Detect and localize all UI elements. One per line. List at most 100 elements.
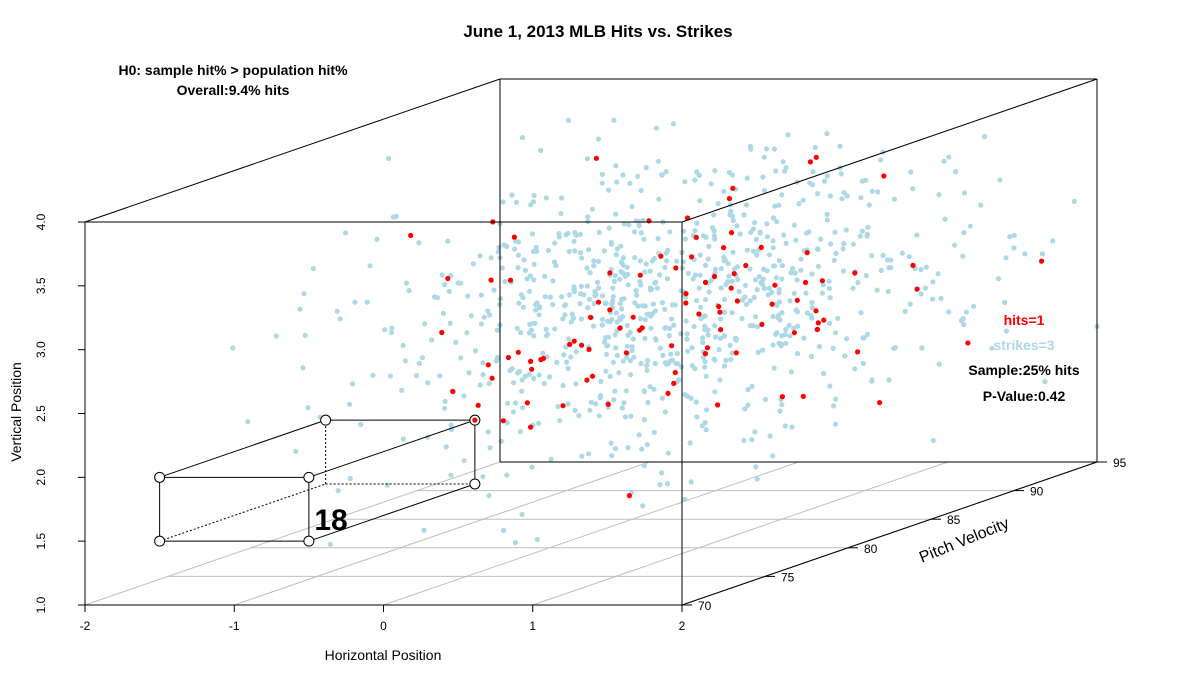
strike-point xyxy=(586,296,593,302)
strike-point xyxy=(301,291,307,297)
strike-point xyxy=(488,255,494,261)
strike-point xyxy=(310,265,316,272)
strike-point xyxy=(613,163,619,169)
strike-point xyxy=(708,181,714,187)
strike-point xyxy=(718,266,724,272)
strike-point xyxy=(637,258,643,264)
hit-point xyxy=(646,218,652,224)
strike-point xyxy=(402,358,408,364)
strike-point xyxy=(554,359,560,365)
strike-point xyxy=(697,198,703,204)
hit-point xyxy=(802,279,809,286)
strike-point xyxy=(599,171,606,177)
strike-point xyxy=(579,453,585,459)
strike-point xyxy=(747,298,753,304)
strike-point xyxy=(647,268,653,274)
strike-point xyxy=(857,233,863,239)
strike-point xyxy=(651,386,657,392)
strike-point xyxy=(712,389,718,395)
strike-point xyxy=(891,345,897,351)
strike-point xyxy=(480,474,486,480)
strike-point xyxy=(1011,232,1017,238)
strike-point xyxy=(923,264,929,270)
strike-point xyxy=(764,221,770,227)
selection-vertex xyxy=(303,535,315,547)
strike-point xyxy=(827,193,833,199)
strike-point xyxy=(630,336,636,342)
strike-point xyxy=(631,354,637,360)
strike-point xyxy=(752,429,758,435)
strike-point xyxy=(826,278,832,284)
strike-point xyxy=(997,177,1003,183)
strike-point xyxy=(665,361,671,367)
hit-point xyxy=(715,402,721,408)
strike-point xyxy=(735,277,741,283)
strike-point xyxy=(613,211,619,217)
strike-point xyxy=(711,356,717,362)
strike-point xyxy=(302,332,308,338)
strike-point xyxy=(606,225,612,231)
strike-point xyxy=(614,352,621,359)
strike-point xyxy=(607,373,613,379)
strike-point xyxy=(961,230,967,236)
strike-point xyxy=(827,320,833,326)
strike-point xyxy=(739,297,745,303)
strike-point xyxy=(593,291,599,298)
x-axis-label: Horizontal Position xyxy=(325,647,442,663)
strike-point xyxy=(777,317,783,323)
strike-point xyxy=(760,174,766,180)
strike-point xyxy=(820,282,827,288)
strike-point xyxy=(461,393,467,399)
strike-point xyxy=(598,378,604,384)
strike-point xyxy=(869,253,875,259)
hit-point xyxy=(560,403,566,409)
strike-point xyxy=(982,134,988,140)
strike-point xyxy=(918,291,924,297)
strike-point xyxy=(579,255,585,261)
strike-point xyxy=(702,364,708,370)
strike-point xyxy=(494,327,500,333)
strike-point xyxy=(625,282,631,288)
strike-point xyxy=(827,295,833,301)
strike-point xyxy=(652,336,659,342)
strike-point xyxy=(413,373,420,379)
hit-point xyxy=(475,402,481,408)
strike-point xyxy=(760,281,766,287)
strike-point xyxy=(448,422,454,428)
hit-point xyxy=(637,272,643,278)
strike-point xyxy=(863,273,869,279)
strike-point xyxy=(612,446,619,452)
strike-point xyxy=(833,250,839,256)
strike-point xyxy=(439,272,445,278)
strike-point xyxy=(643,165,649,171)
strike-point xyxy=(601,339,608,345)
strike-point xyxy=(536,372,542,378)
selection-edge xyxy=(308,419,476,478)
strike-point xyxy=(318,509,324,515)
strike-point xyxy=(515,239,522,245)
y-tick-label: 3.5 xyxy=(34,277,48,294)
strike-point xyxy=(750,323,756,329)
strike-point xyxy=(588,399,594,405)
strike-point xyxy=(688,395,694,401)
z-tick-label: 75 xyxy=(781,570,795,584)
strike-point xyxy=(716,347,722,353)
hypothesis-label: H0: sample hit% > population hit% xyxy=(118,62,348,78)
strike-point xyxy=(683,318,689,324)
strike-point xyxy=(566,248,572,255)
strike-point xyxy=(645,358,651,364)
strike-point xyxy=(769,289,775,295)
strike-point xyxy=(657,345,664,351)
strike-point xyxy=(859,178,866,184)
strike-point xyxy=(770,342,776,348)
sample-hit-label: Sample:25% hits xyxy=(968,362,1079,378)
hit-point xyxy=(791,330,798,336)
strike-point xyxy=(628,372,634,378)
hit-point xyxy=(669,343,675,349)
strike-point xyxy=(702,359,708,365)
strike-point xyxy=(641,462,647,469)
strike-point xyxy=(543,195,550,201)
strike-point xyxy=(682,496,688,502)
strike-point xyxy=(520,304,527,310)
strike-point xyxy=(481,314,487,320)
